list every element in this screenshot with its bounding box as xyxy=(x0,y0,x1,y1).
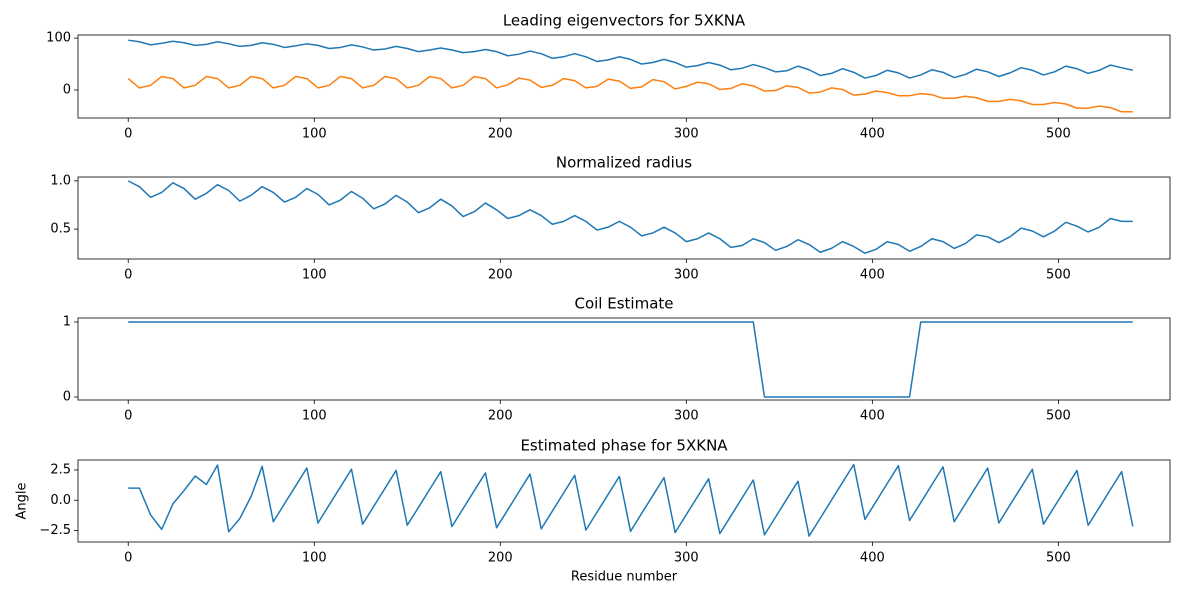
subplot-title: Estimated phase for 5XKNA xyxy=(520,437,728,455)
x-tick-label: 0 xyxy=(124,268,132,283)
x-tick-label: 200 xyxy=(488,268,513,283)
data-line xyxy=(127,180,1133,254)
y-tick-label: 0.5 xyxy=(50,222,71,237)
data-line xyxy=(127,75,1133,113)
x-tick-label: 100 xyxy=(302,551,327,566)
x-tick-label: 300 xyxy=(674,551,699,566)
plot-frame xyxy=(77,317,1171,401)
x-axis-label: Residue number xyxy=(571,570,678,585)
plot-frame xyxy=(77,34,1171,119)
x-tick-label: 300 xyxy=(674,409,699,424)
y-tick-label: −2.5 xyxy=(39,523,71,538)
y-tick-label: 100 xyxy=(46,31,71,46)
x-tick-label: 0 xyxy=(124,127,132,142)
subplot-title: Leading eigenvectors for 5XKNA xyxy=(503,12,746,30)
x-tick-label: 300 xyxy=(674,127,699,142)
x-tick-label: 100 xyxy=(302,127,327,142)
x-tick-label: 500 xyxy=(1046,127,1071,142)
x-tick-label: 500 xyxy=(1046,551,1071,566)
x-tick-label: 200 xyxy=(488,551,513,566)
x-tick-label: 0 xyxy=(124,551,132,566)
subplot-title: Coil Estimate xyxy=(574,295,673,313)
x-tick-label: 500 xyxy=(1046,268,1071,283)
y-tick-label: 1 xyxy=(63,314,71,329)
data-line xyxy=(128,39,1133,79)
y-tick-label: 0 xyxy=(63,82,71,97)
data-line xyxy=(128,321,1133,398)
plot-frame xyxy=(77,459,1171,543)
y-tick-label: 2.5 xyxy=(50,462,71,477)
y-tick-label: 0 xyxy=(63,389,71,404)
y-tick-label: 0.0 xyxy=(50,493,71,508)
x-tick-label: 200 xyxy=(488,127,513,142)
x-tick-label: 400 xyxy=(860,268,885,283)
x-tick-label: 400 xyxy=(860,551,885,566)
x-tick-label: 300 xyxy=(674,268,699,283)
x-tick-label: 0 xyxy=(124,409,132,424)
x-tick-label: 500 xyxy=(1046,409,1071,424)
data-line xyxy=(128,463,1134,537)
plot-frame xyxy=(77,176,1171,260)
x-tick-label: 100 xyxy=(302,268,327,283)
x-tick-label: 400 xyxy=(860,127,885,142)
x-tick-label: 100 xyxy=(302,409,327,424)
x-tick-label: 200 xyxy=(488,409,513,424)
x-tick-label: 400 xyxy=(860,409,885,424)
y-axis-label: Angle xyxy=(15,483,30,520)
y-tick-label: 1.0 xyxy=(50,173,71,188)
subplot-title: Normalized radius xyxy=(556,154,692,172)
